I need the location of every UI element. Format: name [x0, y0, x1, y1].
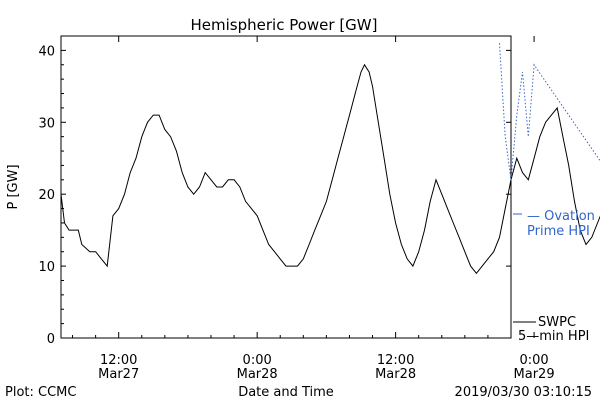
x-ticks: 12:00Mar270:00Mar2812:00Mar280:00Mar2912… — [72, 36, 555, 382]
x-tick-label-time: 12:00 — [100, 353, 137, 368]
legend-ovation-line1: — Ovation — [527, 209, 595, 224]
y-axis-label: P [GW] — [6, 164, 21, 209]
legend-swpc-line2: 5—min HPI — [518, 329, 589, 344]
legend-ovation-line2: Prime HPI — [527, 224, 590, 239]
x-tick-label-time: 0:00 — [519, 353, 548, 368]
chart-title: Hemispheric Power [GW] — [191, 16, 378, 34]
x-tick-label-date: Mar28 — [375, 367, 416, 382]
legend-swpc-line1: SWPC — [538, 315, 576, 330]
plot-area — [60, 35, 512, 339]
y-tick-label: 40 — [38, 44, 55, 59]
y-tick-label: 0 — [47, 332, 55, 347]
x-axis-label: Date and Time — [238, 385, 334, 400]
x-tick-label-date: Mar27 — [98, 367, 139, 382]
y-tick-label: 10 — [38, 260, 55, 275]
x-tick-label-time: 12:00 — [377, 353, 414, 368]
y-ticks: 0 10 20 30 40 — [38, 35, 511, 347]
y-tick-label: 30 — [38, 116, 55, 131]
series-ovation-line — [499, 43, 600, 180]
footer-left: Plot: CCMC — [5, 385, 76, 400]
x-tick-label-date: Mar28 — [237, 367, 278, 382]
x-tick-label-date: Mar29 — [514, 367, 555, 382]
y-tick-label: 20 — [38, 188, 55, 203]
series-layer — [60, 43, 600, 275]
x-tick-label-time: 0:00 — [243, 353, 272, 368]
series-swpc-line — [60, 63, 600, 275]
footer-timestamp: 2019/03/30 03:10:15 — [455, 385, 592, 400]
